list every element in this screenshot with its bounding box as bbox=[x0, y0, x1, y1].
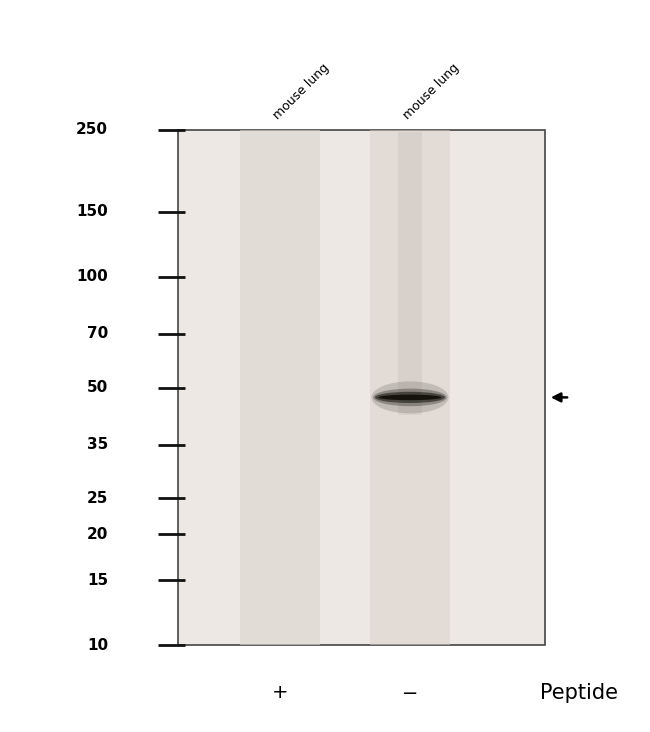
Ellipse shape bbox=[375, 392, 445, 403]
Text: 35: 35 bbox=[86, 437, 108, 452]
Text: +: + bbox=[272, 684, 288, 703]
Text: −: − bbox=[402, 684, 418, 703]
Bar bbox=[370, 130, 450, 645]
Text: 25: 25 bbox=[86, 491, 108, 506]
Ellipse shape bbox=[372, 381, 448, 414]
Text: 50: 50 bbox=[86, 380, 108, 395]
Ellipse shape bbox=[378, 395, 441, 400]
Text: 100: 100 bbox=[76, 269, 108, 284]
Ellipse shape bbox=[373, 389, 447, 406]
Bar bbox=[398, 132, 422, 415]
Text: mouse lung: mouse lung bbox=[401, 61, 462, 122]
Text: mouse lung: mouse lung bbox=[271, 61, 332, 122]
Bar bbox=[178, 130, 545, 645]
Text: Peptide: Peptide bbox=[540, 683, 618, 703]
Text: 15: 15 bbox=[87, 572, 108, 588]
Text: 10: 10 bbox=[87, 638, 108, 652]
Text: 20: 20 bbox=[86, 526, 108, 542]
Text: 150: 150 bbox=[76, 204, 108, 219]
Text: 250: 250 bbox=[76, 122, 108, 138]
Bar bbox=[240, 130, 320, 645]
Text: 70: 70 bbox=[86, 326, 108, 341]
